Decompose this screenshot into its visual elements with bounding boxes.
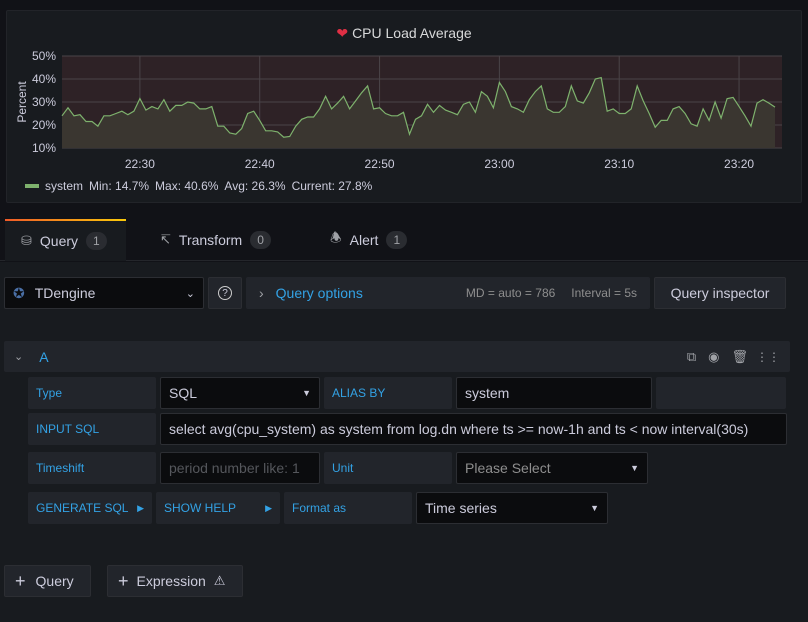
add-query-label: Query — [35, 573, 74, 589]
caret-right-icon: ▶ — [265, 502, 272, 513]
interval: Interval = 5s — [571, 286, 637, 300]
panel-title[interactable]: ❤ CPU Load Average — [7, 25, 801, 42]
generate-sql-label: GENERATE SQL — [36, 501, 129, 515]
x-tick-label: 22:50 — [365, 157, 395, 171]
query-options-label: Query options — [275, 285, 363, 301]
database-icon: ⛁ — [21, 233, 32, 248]
y-tick-label: 40% — [32, 72, 56, 86]
type-label: Type — [28, 377, 156, 409]
caret-down-icon: ▼ — [630, 463, 639, 473]
plus-icon: + — [118, 570, 129, 591]
trash-icon[interactable]: 🗑 — [731, 348, 748, 364]
tab-query[interactable]: ⛁ Query 1 — [5, 219, 126, 261]
x-tick-label: 23:20 — [724, 157, 754, 171]
legend-current: Current: 27.8% — [291, 179, 373, 193]
format-select[interactable]: Time series ▼ — [416, 492, 608, 524]
y-tick-label: 20% — [32, 118, 56, 132]
question-icon: ? — [218, 286, 232, 300]
type-select[interactable]: SQL ▼ — [160, 377, 320, 409]
show-help-label: SHOW HELP — [164, 501, 237, 515]
broken-heart-icon: ❤ — [336, 25, 349, 41]
duplicate-icon[interactable]: ⧉ — [686, 348, 697, 364]
alias-label: ALIAS BY — [324, 377, 452, 409]
y-tick-label: 50% — [32, 49, 56, 63]
warning-icon: ⚠ — [213, 573, 226, 588]
chevron-down-icon: ⌄ — [185, 287, 195, 300]
add-expression-label: Expression — [136, 573, 206, 589]
legend-avg: Avg: 26.3% — [224, 179, 286, 193]
legend-min: Min: 14.7% — [89, 179, 150, 193]
caret-down-icon: ▼ — [590, 503, 599, 513]
legend-swatch — [25, 184, 39, 188]
query-ref-name[interactable]: A — [39, 348, 49, 365]
timeshift-input[interactable]: period number like: 1 — [160, 452, 320, 484]
alias-filler — [656, 377, 786, 409]
bell-icon: 🕭 — [330, 230, 342, 245]
legend: system Min: 14.7% Max: 40.6% Avg: 26.3% … — [25, 179, 372, 193]
collapse-icon[interactable]: ⌄ — [14, 351, 24, 363]
series-line — [61, 76, 776, 138]
eye-icon[interactable]: ◉ — [708, 348, 720, 364]
y-axis-label: Percent — [15, 81, 29, 123]
generate-sql-button[interactable]: GENERATE SQL ▶ — [28, 492, 152, 524]
unit-placeholder: Please Select — [465, 460, 551, 476]
caret-right-icon: ▶ — [137, 502, 144, 513]
type-value: SQL — [169, 385, 198, 401]
format-label: Format as — [284, 492, 412, 524]
query-options-toggle[interactable]: › Query options MD = auto = 786 Interval… — [246, 277, 650, 309]
add-query-button[interactable]: + Query — [4, 565, 91, 597]
legend-max: Max: 40.6% — [155, 179, 219, 193]
timeshift-label: Timeshift — [28, 452, 156, 484]
tab-transform[interactable]: ↸ Transform 0 — [144, 219, 287, 261]
datasource-picker[interactable]: ✪ TDengine ⌄ — [4, 277, 204, 309]
legend-series[interactable]: system — [45, 179, 84, 193]
chart: 10% 20% 30% 40% 50% 22:30 22:40 22:50 23:00 23:10… — [15, 49, 782, 171]
tab-alert[interactable]: 🕭 Alert 1 — [314, 219, 423, 261]
tab-count: 0 — [250, 231, 271, 249]
help-button[interactable]: ? — [208, 277, 242, 309]
query-inspector-button[interactable]: Query inspector — [654, 277, 786, 309]
x-tick-label: 22:40 — [245, 157, 275, 171]
datasource-name: TDengine — [34, 285, 96, 301]
y-tick-label: 30% — [32, 95, 56, 109]
x-tick-label: 22:30 — [125, 157, 155, 171]
add-expression-button[interactable]: + Expression ⚠ — [107, 565, 243, 597]
tdengine-logo-icon: ✪ — [13, 284, 25, 301]
show-help-button[interactable]: SHOW HELP ▶ — [156, 492, 280, 524]
x-tick-label: 23:00 — [484, 157, 514, 171]
x-tick-label: 23:10 — [604, 157, 634, 171]
tab-count: 1 — [386, 231, 408, 249]
y-tick-label: 10% — [32, 141, 56, 155]
alias-input[interactable]: system — [456, 377, 652, 409]
tab-count: 1 — [86, 232, 107, 250]
cpu-load-panel: ❤ CPU Load Average 10% 20% 30% 40% 50% 22:30 22… — [6, 10, 802, 203]
query-row-header[interactable]: ⌄ A ⧉ ◉ 🗑 ⋮⋮ — [4, 341, 790, 372]
plus-icon: + — [15, 570, 26, 591]
tab-label: Transform — [178, 232, 243, 248]
max-data-points: MD = auto = 786 — [465, 286, 556, 300]
transform-icon: ↸ — [160, 232, 171, 247]
panel-title-text: CPU Load Average — [352, 25, 472, 41]
query-editor: ✪ TDengine ⌄ ? › Query options MD = auto =… — [0, 262, 808, 622]
unit-select[interactable]: Please Select ▼ — [456, 452, 648, 484]
tab-label: Query — [39, 233, 79, 249]
sql-input[interactable]: select avg(cpu_system) as system from lo… — [160, 413, 787, 445]
editor-tabs: ⛁ Query 1 ↸ Transform 0 🕭 Alert 1 — [0, 219, 808, 261]
tab-label: Alert — [349, 232, 379, 248]
sql-label: INPUT SQL — [28, 413, 156, 445]
unit-label: Unit — [324, 452, 452, 484]
format-value: Time series — [425, 500, 497, 516]
drag-handle-icon[interactable]: ⋮⋮ — [756, 349, 780, 364]
caret-down-icon: ▼ — [302, 388, 311, 398]
chevron-right-icon: › — [259, 285, 264, 301]
